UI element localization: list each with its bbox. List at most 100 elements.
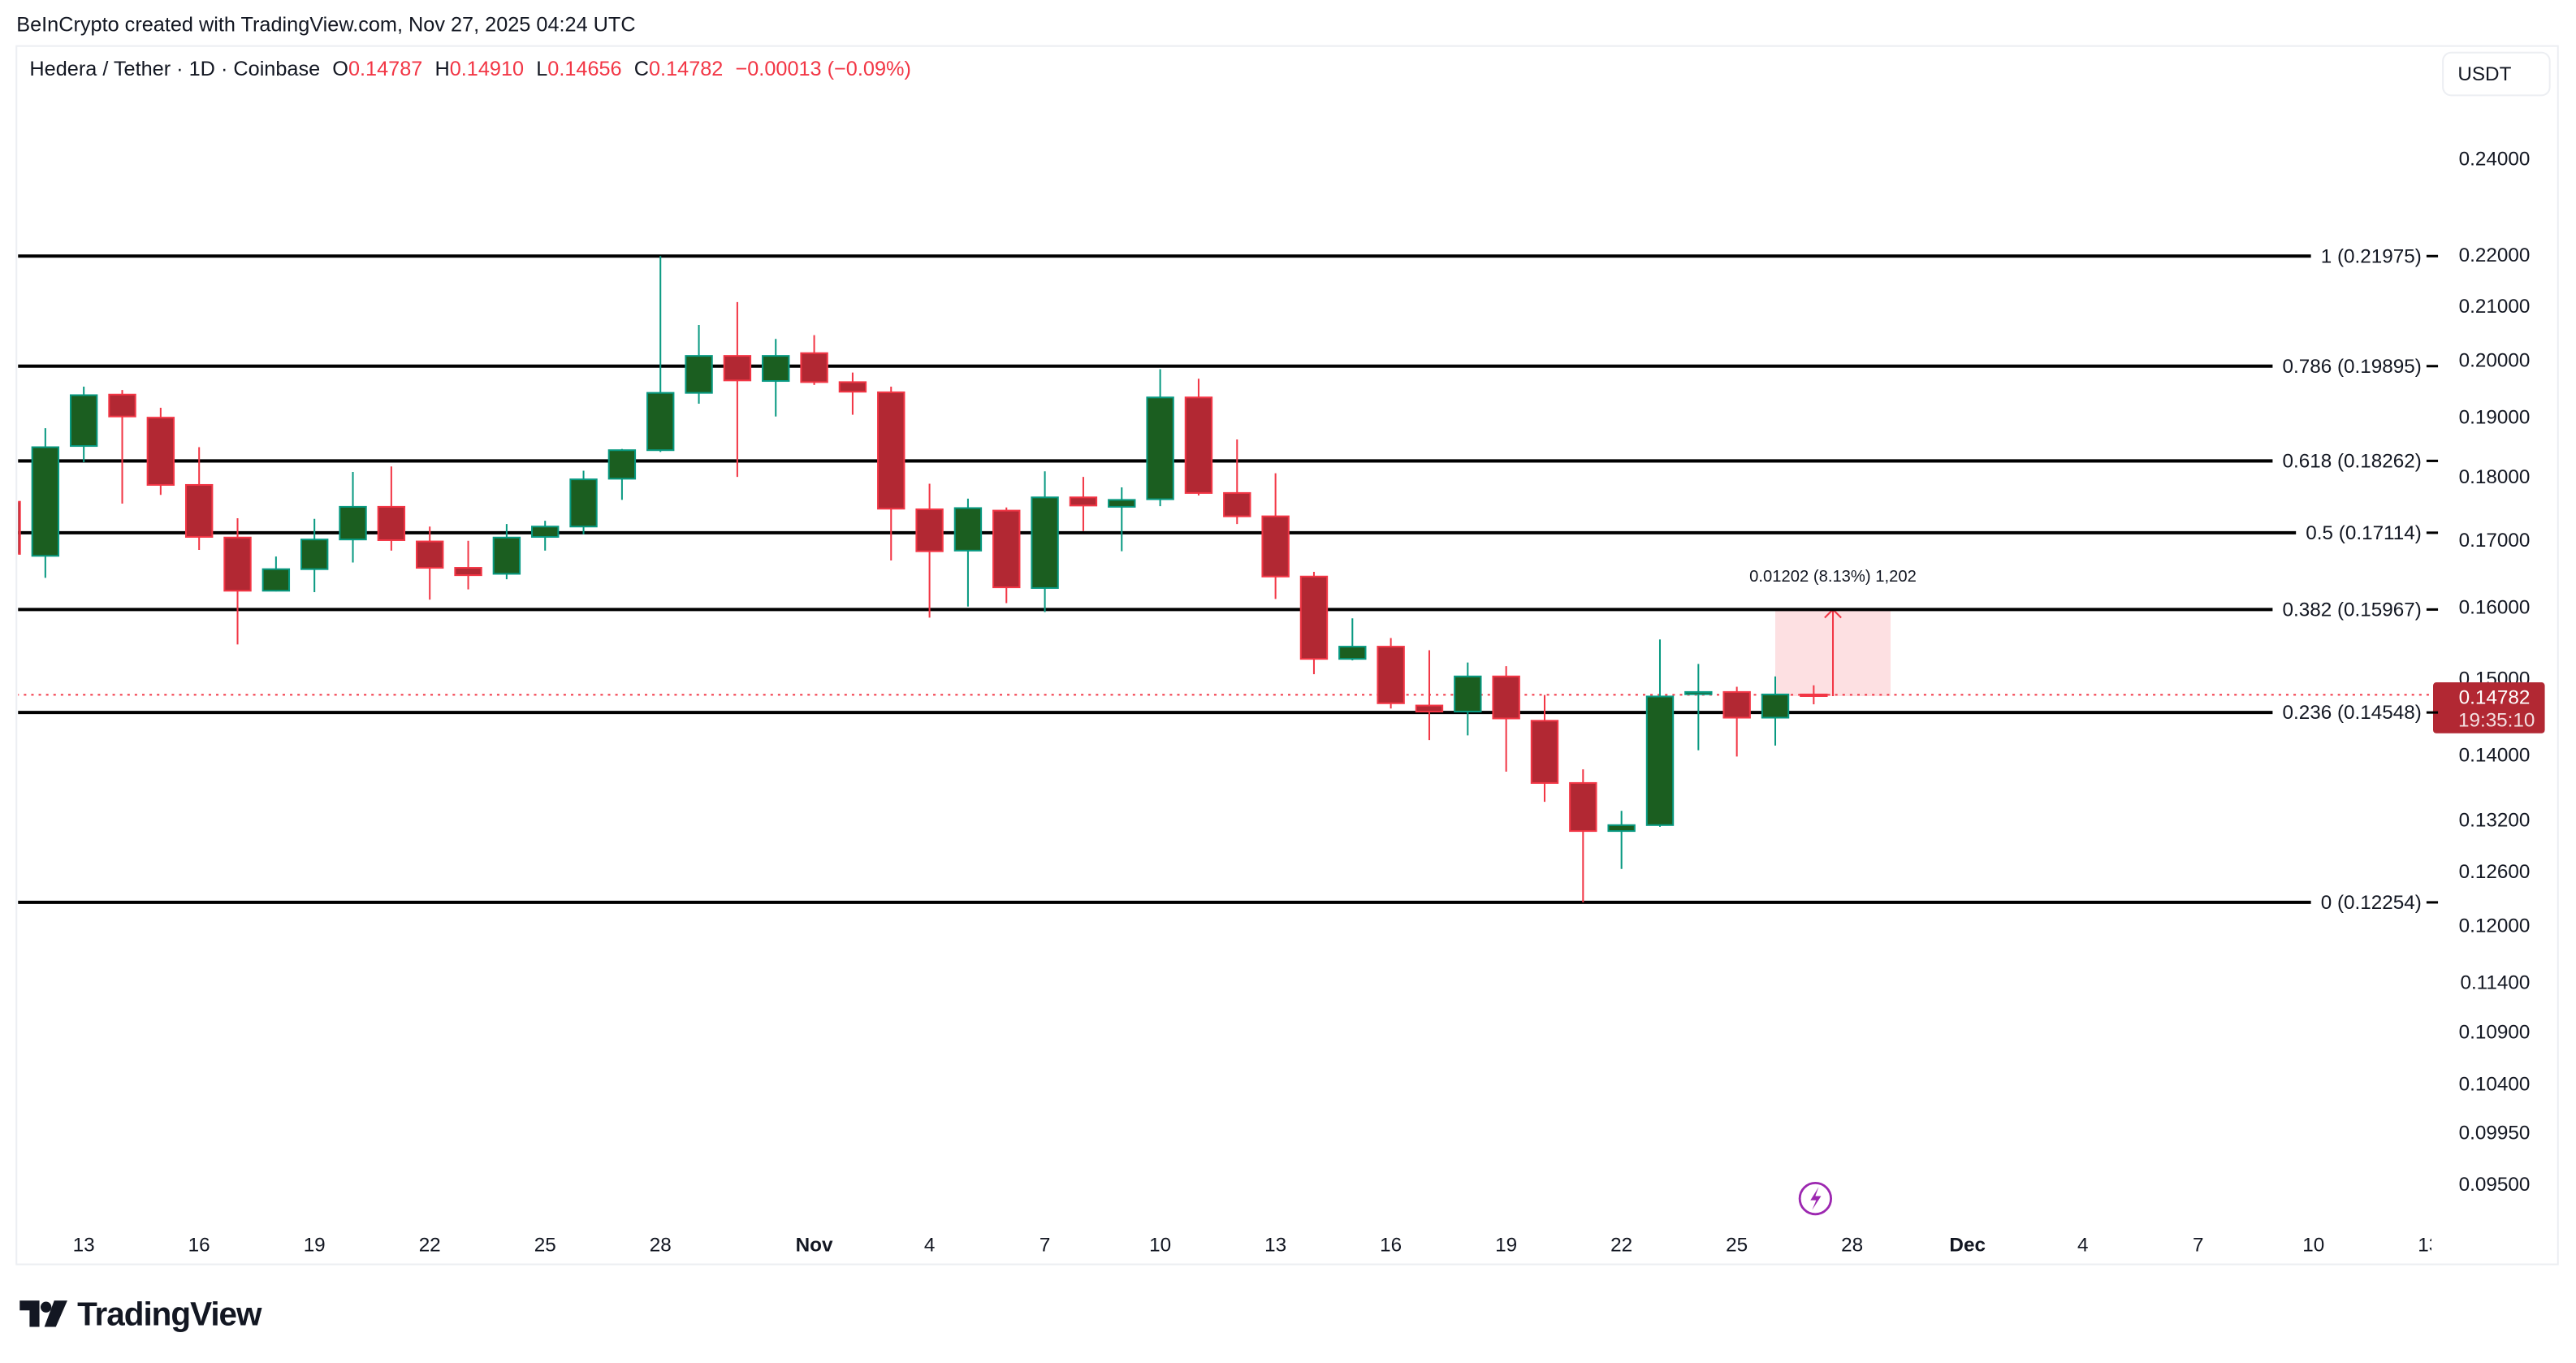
- price-tick-label: 0.24000: [2459, 148, 2531, 170]
- candle-down: [1415, 650, 1444, 741]
- candle-down: [800, 335, 828, 385]
- measure-label: 0.01202 (8.13%) 1,202: [1749, 568, 1917, 586]
- candle-down: [1530, 694, 1559, 803]
- time-tick-label: 13: [1264, 1234, 1286, 1256]
- candle-up: [1031, 471, 1059, 612]
- candle-body: [646, 392, 675, 452]
- candle-down: [1223, 439, 1251, 525]
- price-axis[interactable]: 0.24000 0.22000 0.21000 0.20000 0.19000 0.180…: [2459, 148, 2531, 1195]
- candle-body: [492, 536, 521, 575]
- candle-body: [454, 567, 482, 577]
- plot-area[interactable]: [0, 254, 2431, 904]
- candle-down: [723, 301, 752, 478]
- price-tick-label: 0.10400: [2459, 1073, 2531, 1095]
- candle-body: [1069, 496, 1098, 507]
- tradingview-logo-icon: [19, 1300, 67, 1327]
- lightning-icon[interactable]: [1798, 1181, 1833, 1216]
- candle-up: [1645, 639, 1675, 827]
- candle-down: [838, 372, 867, 415]
- time-tick-label: Nov: [796, 1234, 833, 1256]
- price-tick-label: 0.09950: [2459, 1123, 2531, 1144]
- candle-down: [1492, 666, 1520, 772]
- candle-down: [1184, 379, 1213, 495]
- candle-up: [1338, 618, 1367, 660]
- currency-button[interactable]: USDT: [2442, 51, 2551, 97]
- candle-up: [31, 428, 60, 578]
- time-tick-label: Dec: [1949, 1234, 1986, 1256]
- candle-body: [69, 394, 98, 448]
- candle-body: [531, 526, 560, 538]
- fib-level-label: 0 (0.12254): [2321, 892, 2422, 914]
- candle-body: [223, 536, 252, 592]
- price-tick-label: 0.12600: [2459, 861, 2531, 883]
- candle-body: [339, 505, 367, 541]
- candle-body: [685, 355, 713, 394]
- candle-body: [953, 507, 983, 552]
- candle-up: [646, 256, 675, 452]
- candle-body: [1031, 496, 1059, 589]
- time-tick-label: 10: [1149, 1234, 1171, 1256]
- candle-up: [1761, 676, 1790, 746]
- candle-down: [1261, 473, 1290, 599]
- candle-body: [1800, 693, 1828, 697]
- time-tick-label: 28: [1841, 1234, 1863, 1256]
- legend-close: 0.14782: [649, 58, 723, 80]
- time-tick-label: 19: [304, 1234, 326, 1256]
- candle-down: [1722, 686, 1751, 757]
- candle-body: [1530, 720, 1559, 784]
- candle-body: [1299, 575, 1329, 660]
- candle-body: [261, 568, 291, 592]
- candle-up: [762, 339, 790, 417]
- legend-low: 0.14656: [547, 58, 621, 80]
- time-tick-label: 13: [73, 1234, 95, 1256]
- time-tick-label: 16: [1380, 1234, 1402, 1256]
- candle-up: [1146, 369, 1174, 507]
- candle-up: [569, 470, 598, 534]
- tradingview-logo[interactable]: TradingView: [19, 1295, 263, 1332]
- candle-body: [184, 483, 214, 538]
- candle-down: [454, 540, 482, 590]
- candle-body: [1146, 396, 1174, 500]
- candle-down: [146, 408, 175, 495]
- price-tick-label: 0.10900: [2459, 1022, 2531, 1044]
- candle-up: [339, 472, 367, 563]
- candle-down: [915, 483, 944, 618]
- candles: [18, 256, 1828, 902]
- candle-body: [607, 449, 637, 480]
- candle-up: [685, 325, 713, 405]
- candle-up: [531, 521, 560, 551]
- candle-body: [838, 381, 867, 393]
- candle-body: [1722, 690, 1751, 719]
- candle-body: [992, 509, 1021, 589]
- time-tick-label: 19: [1495, 1234, 1517, 1256]
- candle-down: [223, 517, 252, 645]
- candle-body: [1569, 781, 1597, 833]
- measure-tool[interactable]: [1775, 608, 1891, 696]
- fib-retracement[interactable]: [16, 254, 2311, 904]
- price-tick-label: 0.09500: [2459, 1174, 2531, 1196]
- time-tick-label: 16: [188, 1234, 210, 1256]
- fib-level-label: 0.236 (0.14548): [2283, 702, 2422, 724]
- legend-change: −0.00013 (−0.09%): [735, 58, 910, 80]
- price-tick-label: 0.20000: [2459, 350, 2531, 372]
- candle-body: [18, 500, 21, 555]
- candle-down: [1377, 638, 1405, 709]
- fib-level-label: 1 (0.21975): [2321, 245, 2422, 267]
- legend-low-label: L: [536, 58, 547, 80]
- candle-down: [877, 386, 905, 561]
- fib-level-label: 0.786 (0.19895): [2283, 356, 2422, 378]
- candle-down: [1569, 769, 1597, 902]
- candle-down: [992, 507, 1021, 604]
- time-tick-label: 25: [534, 1234, 556, 1256]
- candle-body: [915, 508, 944, 552]
- candle-up: [1454, 662, 1482, 736]
- candle-body: [762, 355, 790, 383]
- time-tick-label: 4: [924, 1234, 935, 1256]
- candle-body: [1184, 396, 1213, 494]
- candle-up: [261, 556, 291, 592]
- legend-open: 0.14787: [348, 58, 422, 80]
- time-tick-label: 28: [650, 1234, 672, 1256]
- legend-high-label: H: [434, 58, 449, 80]
- time-axis[interactable]: 13 16 19 22 25 28 Nov 4 7 10 13 16 19 22 25 28 Dec 4 7 10 13: [73, 1224, 2452, 1261]
- candle-body: [1108, 499, 1136, 508]
